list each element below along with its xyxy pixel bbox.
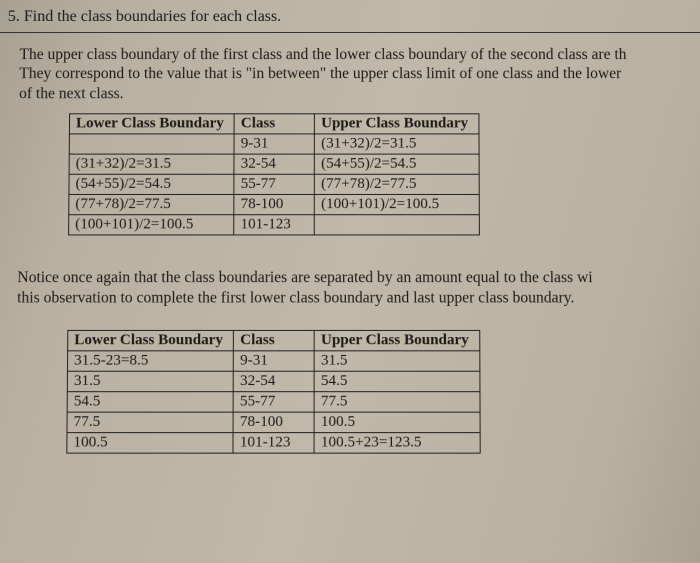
table-row: Lower Class Boundary Class Upper Class B… bbox=[68, 330, 480, 350]
page: 5. Find the class boundaries for each cl… bbox=[0, 0, 700, 563]
cell-upper: (54+55)/2=54.5 bbox=[315, 154, 479, 174]
cell-class: 101-123 bbox=[234, 215, 315, 235]
cell-lower: 31.5-23=8.5 bbox=[67, 351, 233, 371]
table-row: 77.5 78-100 100.5 bbox=[67, 412, 480, 432]
cell-lower: (100+101)/2=100.5 bbox=[69, 215, 234, 235]
paragraph-1: The upper class boundary of the first cl… bbox=[0, 41, 700, 113]
cell-class: 32-54 bbox=[234, 154, 314, 174]
table-row: 54.5 55-77 77.5 bbox=[67, 392, 480, 412]
table-row: (54+55)/2=54.5 55-77 (77+78)/2=77.5 bbox=[69, 174, 479, 194]
para1-line2: They correspond to the value that is "in… bbox=[19, 64, 700, 83]
col-header-lower: Lower Class Boundary bbox=[68, 330, 234, 350]
table-row: Lower Class Boundary Class Upper Class B… bbox=[69, 114, 478, 134]
para2-line2: this observation to complete the first l… bbox=[17, 288, 700, 308]
cell-lower: 54.5 bbox=[67, 392, 233, 412]
col-header-class: Class bbox=[234, 330, 315, 350]
para2-line1: Notice once again that the class boundar… bbox=[17, 268, 700, 288]
cell-lower: (77+78)/2=77.5 bbox=[69, 195, 234, 215]
cell-class: 9-31 bbox=[234, 351, 315, 371]
table-row: (31+32)/2=31.5 32-54 (54+55)/2=54.5 bbox=[69, 154, 479, 174]
cell-upper: 54.5 bbox=[314, 371, 479, 391]
col-header-lower: Lower Class Boundary bbox=[69, 114, 234, 134]
table-1: Lower Class Boundary Class Upper Class B… bbox=[68, 113, 479, 235]
col-header-class: Class bbox=[234, 114, 314, 134]
cell-class: 32-54 bbox=[233, 371, 314, 391]
table-row: 31.5-23=8.5 9-31 31.5 bbox=[67, 351, 479, 371]
spacer bbox=[0, 318, 700, 330]
col-header-upper: Upper Class Boundary bbox=[315, 114, 479, 134]
table-row: 100.5 101-123 100.5+23=123.5 bbox=[67, 432, 480, 453]
cell-class: 55-77 bbox=[234, 174, 314, 194]
cell-upper: 77.5 bbox=[314, 392, 479, 412]
cell-lower: 77.5 bbox=[67, 412, 233, 432]
cell-class: 78-100 bbox=[233, 412, 314, 432]
cell-upper: (77+78)/2=77.5 bbox=[315, 174, 479, 194]
paragraph-2: Notice once again that the class boundar… bbox=[0, 264, 700, 318]
question-number: 5. bbox=[8, 8, 20, 25]
cell-upper: 100.5+23=123.5 bbox=[314, 432, 480, 453]
cell-upper: (100+101)/2=100.5 bbox=[315, 195, 479, 215]
table-row: 9-31 (31+32)/2=31.5 bbox=[69, 134, 479, 154]
table-row: (77+78)/2=77.5 78-100 (100+101)/2=100.5 bbox=[69, 195, 479, 215]
table-row: 31.5 32-54 54.5 bbox=[67, 371, 479, 391]
cell-class: 9-31 bbox=[234, 134, 314, 154]
cell-upper: 100.5 bbox=[314, 412, 479, 432]
table-2: Lower Class Boundary Class Upper Class B… bbox=[66, 330, 480, 454]
question-underline bbox=[0, 32, 700, 33]
table-row: (100+101)/2=100.5 101-123 bbox=[69, 215, 479, 235]
col-header-upper: Upper Class Boundary bbox=[314, 330, 479, 350]
question-text: Find the class boundaries for each class… bbox=[24, 8, 281, 25]
cell-lower bbox=[69, 134, 234, 154]
para1-line1: The upper class boundary of the first cl… bbox=[19, 45, 700, 64]
cell-lower: (54+55)/2=54.5 bbox=[69, 174, 234, 194]
question-line: 5. Find the class boundaries for each cl… bbox=[0, 8, 700, 30]
cell-upper: (31+32)/2=31.5 bbox=[315, 134, 479, 154]
para1-line3: of the next class. bbox=[19, 84, 700, 103]
cell-lower: 31.5 bbox=[67, 371, 233, 391]
cell-upper: 31.5 bbox=[314, 351, 479, 371]
cell-lower: (31+32)/2=31.5 bbox=[69, 154, 234, 174]
cell-upper bbox=[315, 215, 480, 235]
cell-class: 55-77 bbox=[233, 392, 314, 412]
spacer bbox=[0, 236, 700, 264]
cell-lower: 100.5 bbox=[67, 432, 233, 453]
cell-class: 101-123 bbox=[233, 432, 314, 453]
cell-class: 78-100 bbox=[234, 195, 315, 215]
